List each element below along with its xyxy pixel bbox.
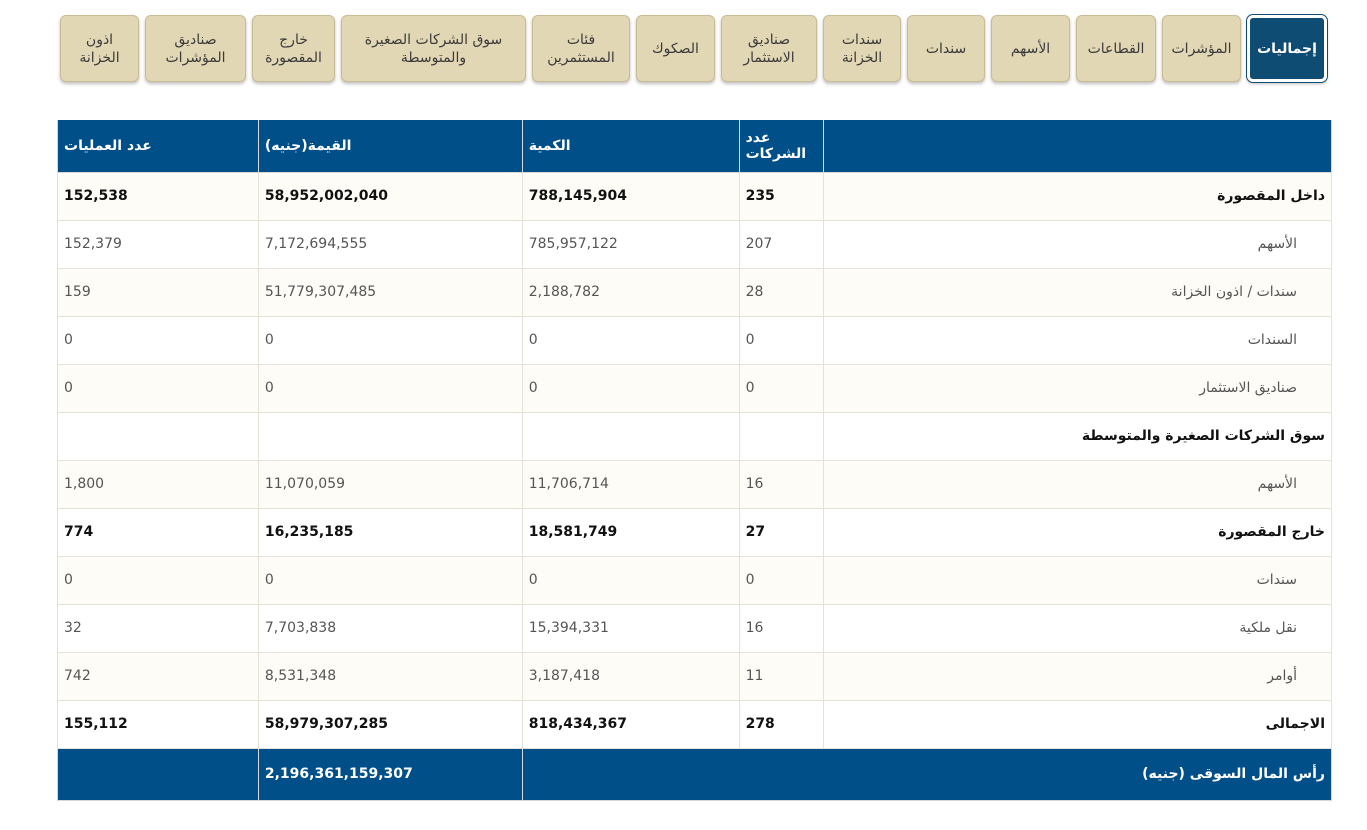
table-row: نقل ملكية 16 15,394,331 7,703,838 32 xyxy=(57,603,1333,653)
value-cell: 0 xyxy=(257,555,523,605)
row-label: الأسهم xyxy=(822,219,1333,269)
value-cell: 7,172,694,555 xyxy=(257,219,523,269)
companies-cell: 278 xyxy=(738,699,824,749)
table-row: الأسهم 207 785,957,122 7,172,694,555 152… xyxy=(57,219,1333,269)
tab-etf[interactable]: صناديق المؤشرات xyxy=(145,15,246,82)
quantity-cell: 818,434,367 xyxy=(521,699,740,749)
quantity-cell: 18,581,749 xyxy=(521,507,740,557)
table-row: خارج المقصورة 27 18,581,749 16,235,185 7… xyxy=(57,507,1333,557)
table-row: سندات 0 0 0 0 xyxy=(57,555,1333,605)
row-label: صناديق الاستثمار xyxy=(822,363,1333,413)
value-cell: 58,979,307,285 xyxy=(257,699,523,749)
transactions-cell: 1,800 xyxy=(57,459,259,509)
value-cell: 16,235,185 xyxy=(257,507,523,557)
value-cell xyxy=(257,411,523,461)
row-label: السندات xyxy=(822,315,1333,365)
value-cell: 58,952,002,040 xyxy=(257,171,523,221)
companies-cell: 235 xyxy=(738,171,824,221)
quantity-cell: 0 xyxy=(521,555,740,605)
row-label: أوامر xyxy=(822,651,1333,701)
market-summary-table: عدد الشركات الكمية القيمة(جنيه) عدد العم… xyxy=(57,120,1333,801)
row-label: سندات / اذون الخزانة xyxy=(822,267,1333,317)
market-cap-value: 2,196,361,159,307 xyxy=(257,747,523,801)
value-cell: 51,779,307,485 xyxy=(257,267,523,317)
quantity-cell: 15,394,331 xyxy=(521,603,740,653)
companies-cell: 0 xyxy=(738,555,824,605)
tab-treasury-bills[interactable]: اذون الخزانة xyxy=(60,15,139,82)
transactions-cell: 0 xyxy=(57,555,259,605)
companies-cell: 0 xyxy=(738,315,824,365)
quantity-cell: 3,187,418 xyxy=(521,651,740,701)
value-cell: 0 xyxy=(257,315,523,365)
header-label xyxy=(822,120,1333,173)
tab-indices[interactable]: المؤشرات xyxy=(1162,15,1241,82)
table-row: صناديق الاستثمار 0 0 0 0 xyxy=(57,363,1333,413)
transactions-cell: 742 xyxy=(57,651,259,701)
companies-cell: 27 xyxy=(738,507,824,557)
transactions-cell: 152,538 xyxy=(57,171,259,221)
quantity-cell: 0 xyxy=(521,315,740,365)
quantity-cell: 11,706,714 xyxy=(521,459,740,509)
row-label: سندات xyxy=(822,555,1333,605)
row-label: سوق الشركات الصغيرة والمتوسطة xyxy=(822,411,1333,461)
header-transactions: عدد العمليات xyxy=(57,120,259,173)
tab-otc[interactable]: خارج المقصورة xyxy=(252,15,335,82)
header-value: القيمة(جنيه) xyxy=(257,120,523,173)
row-label: داخل المقصورة xyxy=(822,171,1333,221)
table-row: سندات / اذون الخزانة 28 2,188,782 51,779… xyxy=(57,267,1333,317)
market-cap-label: رأس المال السوقى (جنيه) xyxy=(521,747,1333,801)
transactions-cell: 774 xyxy=(57,507,259,557)
companies-cell: 207 xyxy=(738,219,824,269)
table-row-total: الاجمالى 278 818,434,367 58,979,307,285 … xyxy=(57,699,1333,749)
table-row: السندات 0 0 0 0 xyxy=(57,315,1333,365)
tab-bar: إجماليات المؤشرات القطاعات الأسهم سندات … xyxy=(60,14,1328,83)
tab-sme-market[interactable]: سوق الشركات الصغيرة والمتوسطة xyxy=(341,15,526,82)
companies-cell xyxy=(738,411,824,461)
table-row: أوامر 11 3,187,418 8,531,348 742 xyxy=(57,651,1333,701)
tab-treasury-bonds[interactable]: سندات الخزانة xyxy=(823,15,901,82)
header-quantity: الكمية xyxy=(521,120,740,173)
quantity-cell xyxy=(521,411,740,461)
tab-investor-categories[interactable]: فئات المستثمرين xyxy=(532,15,630,82)
transactions-cell: 152,379 xyxy=(57,219,259,269)
header-companies: عدد الشركات xyxy=(738,120,824,173)
row-label: الأسهم xyxy=(822,459,1333,509)
companies-cell: 16 xyxy=(738,603,824,653)
market-cap-empty xyxy=(57,747,259,801)
companies-cell: 0 xyxy=(738,363,824,413)
tab-totals[interactable]: إجماليات xyxy=(1246,14,1328,83)
value-cell: 0 xyxy=(257,363,523,413)
value-cell: 11,070,059 xyxy=(257,459,523,509)
quantity-cell: 2,188,782 xyxy=(521,267,740,317)
row-label: الاجمالى xyxy=(822,699,1333,749)
tab-sectors[interactable]: القطاعات xyxy=(1076,15,1156,82)
tab-bonds[interactable]: سندات xyxy=(907,15,985,82)
table-row: سوق الشركات الصغيرة والمتوسطة xyxy=(57,411,1333,461)
tab-stocks[interactable]: الأسهم xyxy=(991,15,1070,82)
quantity-cell: 0 xyxy=(521,363,740,413)
companies-cell: 28 xyxy=(738,267,824,317)
value-cell: 8,531,348 xyxy=(257,651,523,701)
table-row: داخل المقصورة 235 788,145,904 58,952,002… xyxy=(57,171,1333,221)
transactions-cell xyxy=(57,411,259,461)
market-cap-row: رأس المال السوقى (جنيه) 2,196,361,159,30… xyxy=(57,747,1333,801)
transactions-cell: 155,112 xyxy=(57,699,259,749)
table-row: الأسهم 16 11,706,714 11,070,059 1,800 xyxy=(57,459,1333,509)
companies-cell: 16 xyxy=(738,459,824,509)
transactions-cell: 32 xyxy=(57,603,259,653)
row-label: خارج المقصورة xyxy=(822,507,1333,557)
tab-sukuk[interactable]: الصكوك xyxy=(636,15,715,82)
transactions-cell: 0 xyxy=(57,363,259,413)
quantity-cell: 788,145,904 xyxy=(521,171,740,221)
transactions-cell: 159 xyxy=(57,267,259,317)
value-cell: 7,703,838 xyxy=(257,603,523,653)
row-label: نقل ملكية xyxy=(822,603,1333,653)
transactions-cell: 0 xyxy=(57,315,259,365)
table-header-row: عدد الشركات الكمية القيمة(جنيه) عدد العم… xyxy=(57,120,1333,173)
tab-investment-funds[interactable]: صناديق الاستثمار xyxy=(721,15,817,82)
companies-cell: 11 xyxy=(738,651,824,701)
quantity-cell: 785,957,122 xyxy=(521,219,740,269)
